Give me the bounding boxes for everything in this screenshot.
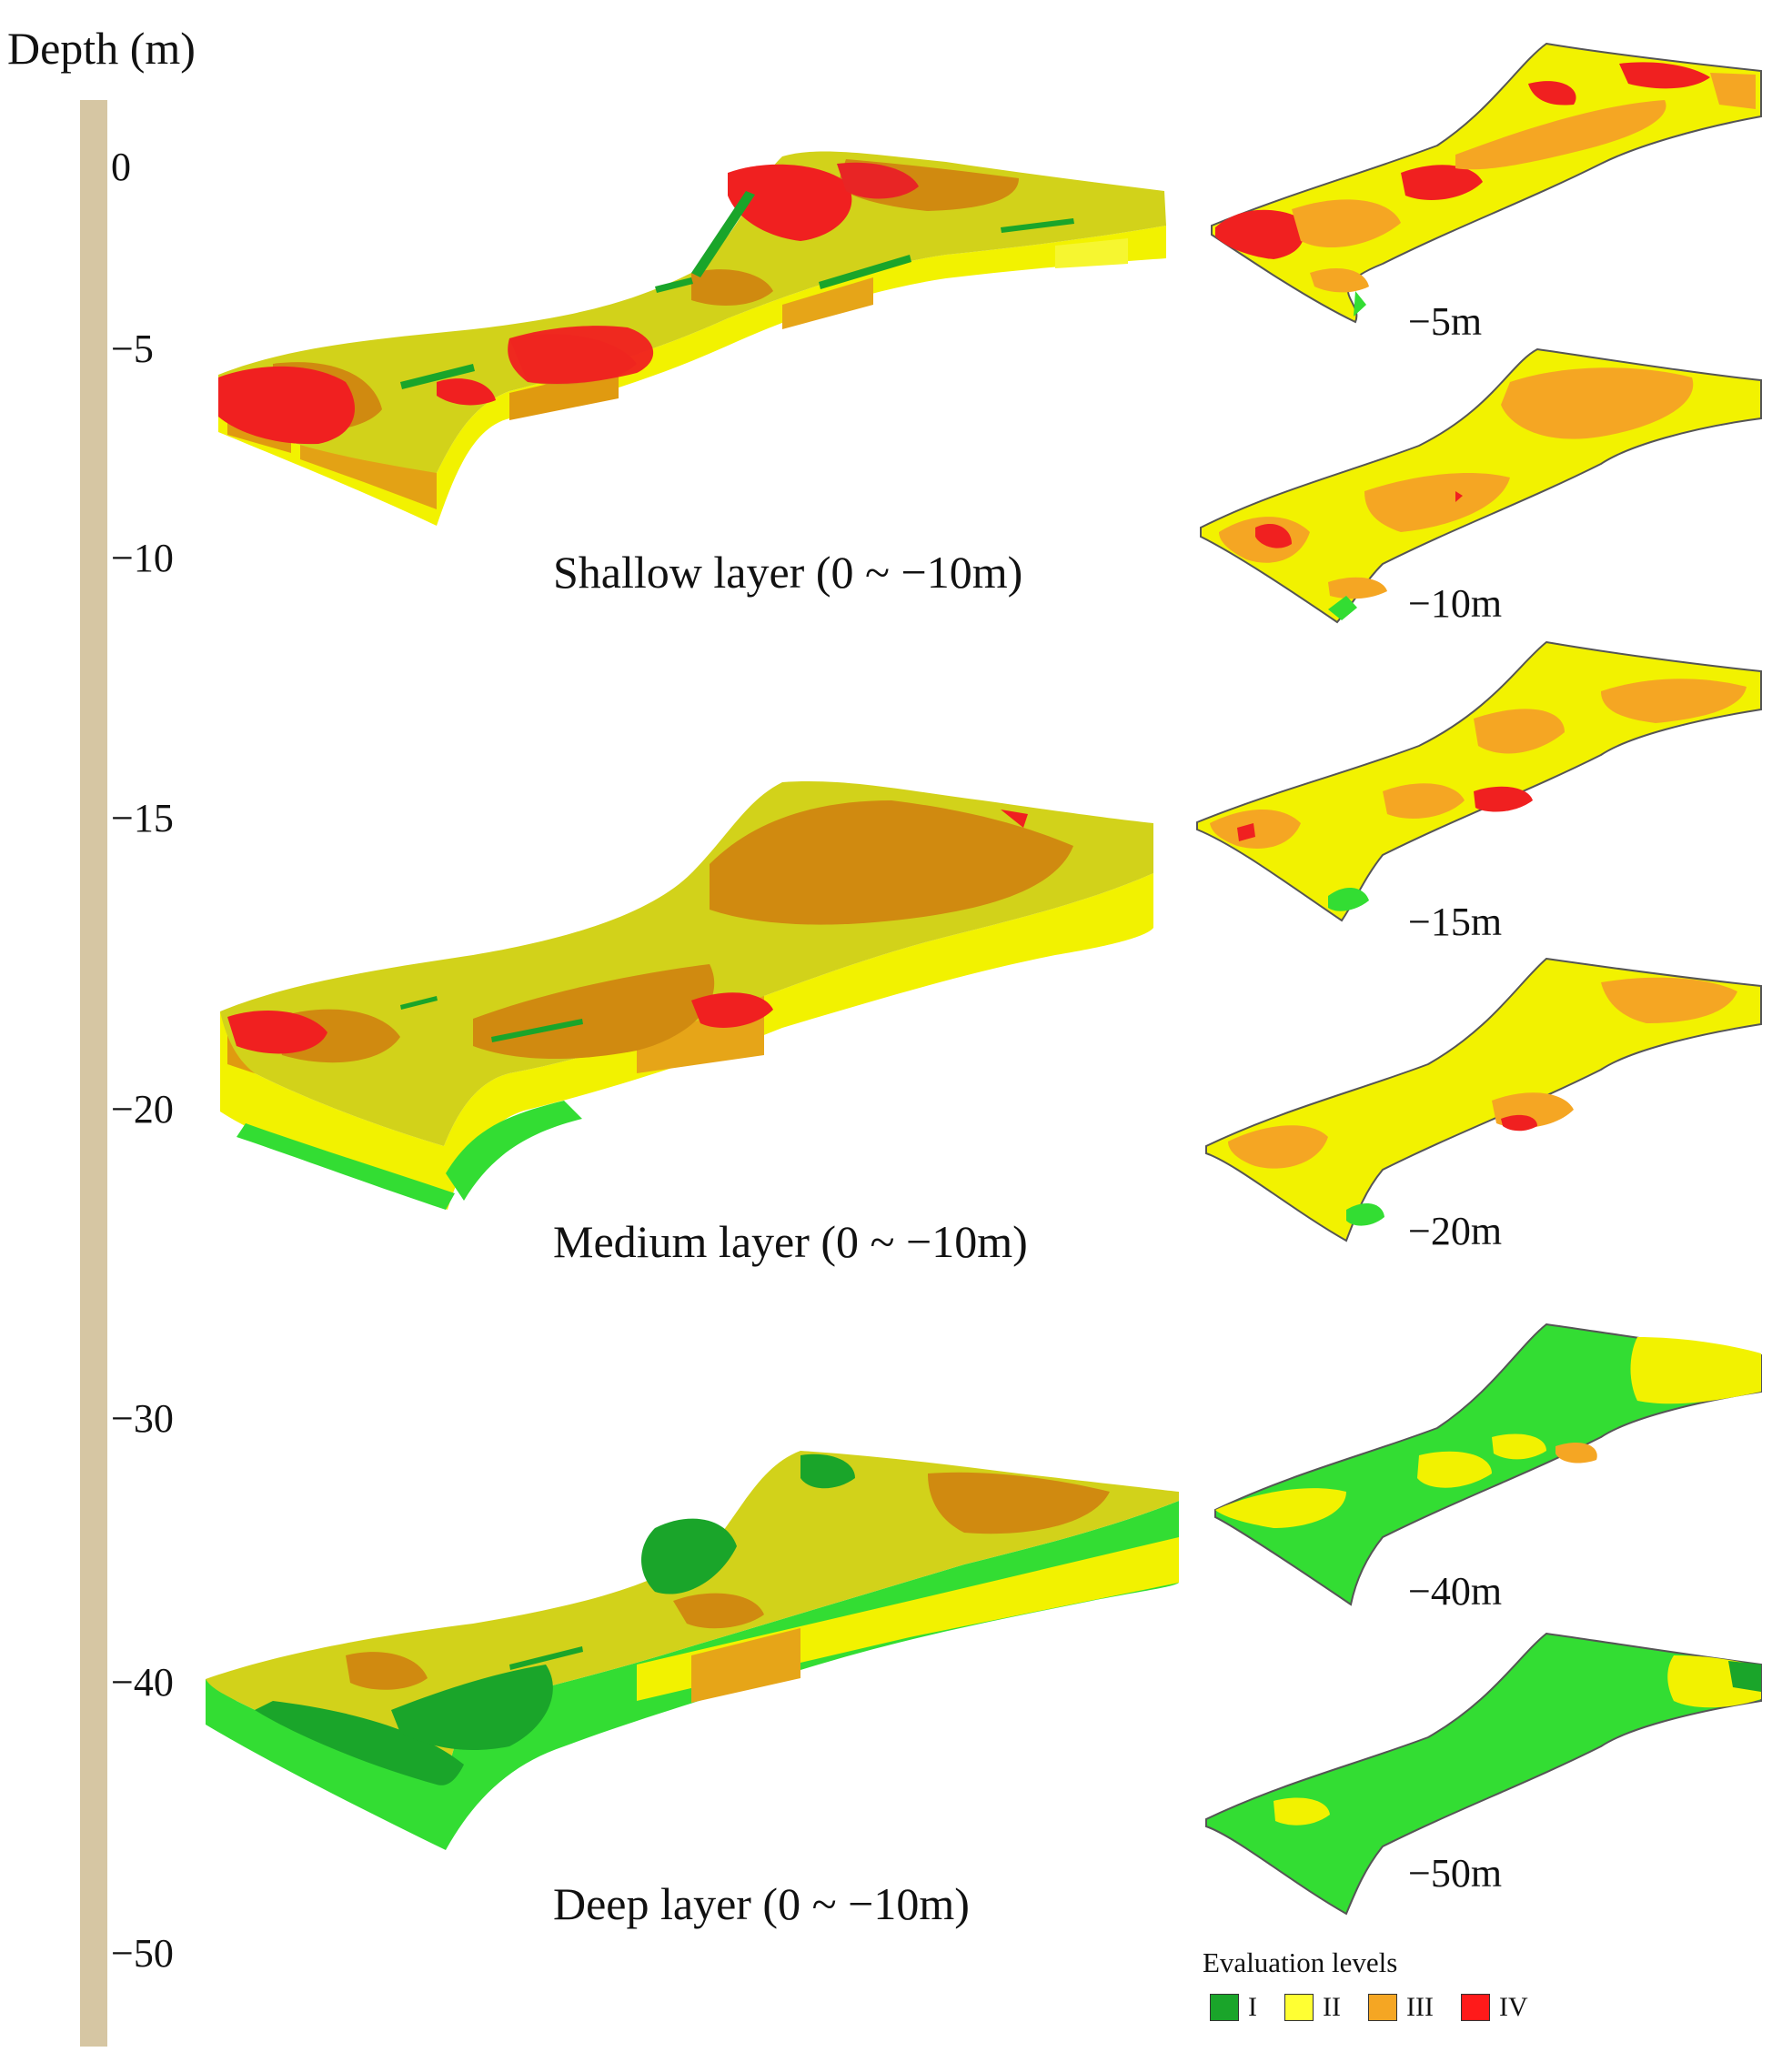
depth-slice-15m (1196, 640, 1762, 922)
shallow-layer-caption: Shallow layer (0 ~ −10m) (553, 547, 1023, 598)
depth-slice-40m (1214, 1323, 1762, 1606)
depth-scale-bar (80, 100, 107, 2047)
legend-item-I: I (1210, 1992, 1257, 2023)
slice-label-50m: −50m (1408, 1851, 1503, 1896)
legend-item-II: II (1284, 1992, 1341, 2023)
tick-label: 0 (111, 145, 131, 189)
legend-title: Evaluation levels (1203, 1946, 1398, 1978)
slice-label-10m: −10m (1408, 581, 1503, 626)
tick-label: −40 (111, 1660, 174, 1705)
legend-label: II (1323, 1992, 1341, 2022)
legend-swatch (1461, 1994, 1490, 2021)
slice-label-20m: −20m (1408, 1209, 1503, 1253)
slice-label-40m: −40m (1408, 1569, 1503, 1614)
legend-label: IV (1499, 1992, 1528, 2022)
legend-swatch (1210, 1994, 1239, 2021)
depth-slice-20m (1205, 957, 1762, 1242)
slice-label-15m: −15m (1408, 900, 1503, 944)
legend-item-III: III (1368, 1992, 1434, 2023)
depth-slice-10m (1200, 347, 1762, 624)
medium-layer-block (220, 781, 1153, 1210)
tick-label: −50 (111, 1931, 174, 1976)
tick-label: −20 (111, 1087, 174, 1132)
tick-label: −5 (111, 327, 154, 371)
depth-slice-50m (1205, 1632, 1762, 1916)
legend-swatch (1284, 1994, 1314, 2021)
tick-label: −15 (111, 796, 174, 840)
medium-layer-caption: Medium layer (0 ~ −10m) (553, 1216, 1028, 1267)
deep-layer-caption: Deep layer (0 ~ −10m) (553, 1878, 970, 1929)
tick-label: −10 (111, 536, 174, 580)
deep-layer-block (206, 1451, 1179, 1850)
shallow-layer-block (218, 151, 1166, 526)
slice-label-5m: −5m (1408, 299, 1483, 344)
legend-swatch (1368, 1994, 1397, 2021)
legend-label: I (1248, 1992, 1257, 2022)
depth-axis-title: Depth (m) (7, 23, 196, 74)
legend-item-IV: IV (1461, 1992, 1528, 2023)
depth-slice-5m (1211, 42, 1762, 324)
tick-label: −30 (111, 1396, 174, 1441)
legend-label: III (1406, 1992, 1434, 2022)
